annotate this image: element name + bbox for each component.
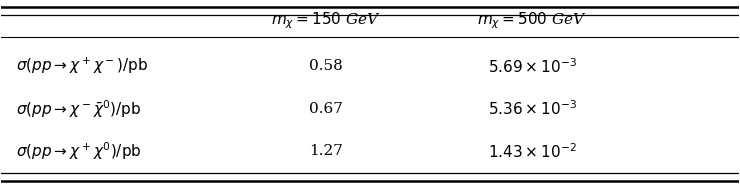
Text: 0.67: 0.67 [309, 102, 343, 116]
Text: $5.69 \times 10^{-3}$: $5.69 \times 10^{-3}$ [488, 57, 576, 76]
Text: 0.58: 0.58 [309, 59, 343, 73]
Text: 1.27: 1.27 [309, 144, 343, 158]
Text: $\sigma(pp \rightarrow \chi^+\chi^-)/\mathrm{pb}$: $\sigma(pp \rightarrow \chi^+\chi^-)/\ma… [16, 56, 148, 76]
Text: $m_{\chi} = 500$ GeV: $m_{\chi} = 500$ GeV [477, 11, 587, 31]
Text: $m_{\chi} = 150$ GeV: $m_{\chi} = 150$ GeV [271, 11, 380, 31]
Text: $\sigma(pp \rightarrow \chi^+\chi^0)/\mathrm{pb}$: $\sigma(pp \rightarrow \chi^+\chi^0)/\ma… [16, 141, 142, 162]
Text: $1.43 \times 10^{-2}$: $1.43 \times 10^{-2}$ [488, 142, 576, 161]
Text: $5.36 \times 10^{-3}$: $5.36 \times 10^{-3}$ [488, 99, 576, 118]
Text: $\sigma(pp \rightarrow \chi^-\bar{\chi}^0)/\mathrm{pb}$: $\sigma(pp \rightarrow \chi^-\bar{\chi}^… [16, 98, 141, 120]
